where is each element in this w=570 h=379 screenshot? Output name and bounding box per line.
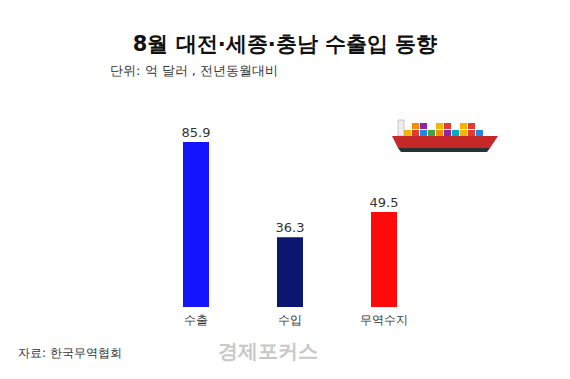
svg-text:수입: 수입 — [278, 313, 302, 327]
svg-text:수출: 수출 — [184, 313, 208, 327]
svg-text:49.5: 49.5 — [370, 195, 399, 210]
svg-text:무역수지: 무역수지 — [360, 313, 408, 327]
html-text:8월 대전·세종·충남 수출입 동향: 8월 대전·세종·충남 수출입 동향 — [132, 32, 438, 56]
svg-text:36.3: 36.3 — [276, 220, 305, 235]
html-text:자료: 한국무역협회: 자료: 한국무역협회 — [18, 346, 122, 360]
svg-text:85.9: 85.9 — [182, 125, 211, 140]
html-text:경제포커스: 경제포커스 — [218, 339, 318, 363]
html-text:단위: 억 달러 , 전년동월대비: 단위: 억 달러 , 전년동월대비 — [110, 63, 278, 78]
